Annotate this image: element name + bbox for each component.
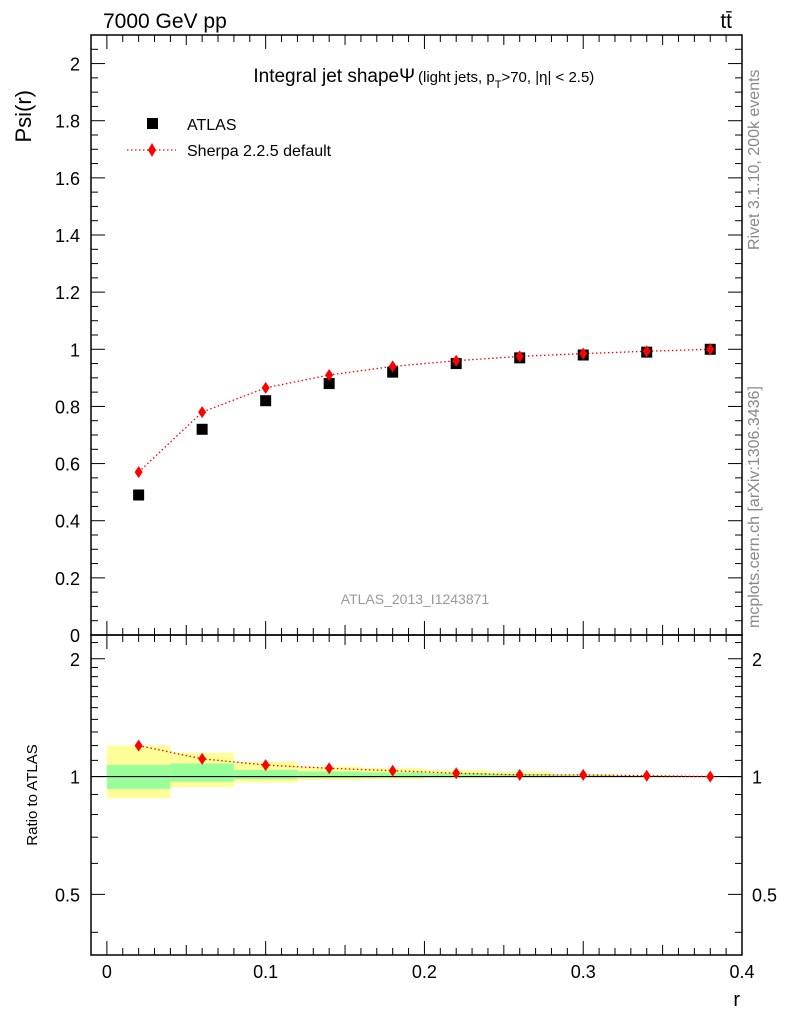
main-title: Integral jet shapeΨ	[253, 66, 415, 87]
ratio-sherpa-data-point	[325, 762, 334, 775]
ratio-y-tick-label-right: 1	[752, 768, 762, 788]
main-y-tick-label: 1.4	[55, 226, 80, 246]
ratio-sherpa-data-point	[261, 759, 270, 772]
ratio-y-axis: 0.5 0.5 1 1 2 2	[55, 642, 777, 933]
ratio-sherpa-data-point	[515, 768, 524, 781]
legend-atlas-label: ATLAS	[187, 117, 237, 134]
ratio-y-tick-label: 0.5	[55, 885, 80, 905]
mcplots-label: mcplots.cern.ch [arXiv:1306.3436]	[746, 386, 763, 628]
main-y-tick-label: 1.6	[55, 169, 80, 189]
sherpa-data-point	[134, 466, 143, 479]
main-y-tick-label: 0.8	[55, 397, 80, 417]
legend-atlas-marker	[147, 118, 158, 129]
header-energy-label: 7000 GeV pp	[103, 10, 227, 33]
ratio-x-axis: 0 0.1 0.2 0.3 0.4	[102, 635, 755, 982]
ratio-x-tick-label: 0.2	[412, 962, 437, 982]
ratio-sherpa-curve	[138, 744, 711, 778]
ratio-y-tick-label: 2	[70, 650, 80, 670]
ratio-band-green	[233, 769, 298, 780]
ratio-sherpa-data-point	[388, 764, 397, 777]
ratio-sherpa-data-point	[134, 739, 143, 752]
sherpa-data-point	[706, 343, 715, 356]
ratio-panel-frame	[90, 634, 743, 956]
rivet-version-label: Rivet 3.1.10, 200k events	[746, 69, 763, 250]
ratio-y-axis-label: Ratio to ATLAS	[24, 744, 41, 845]
main-x-axis	[106, 35, 743, 635]
main-y-tick-label: 2	[70, 55, 80, 75]
legend-sherpa-label: Sherpa 2.2.5 default	[187, 143, 332, 160]
atlas-data-point	[260, 395, 272, 407]
main-title-cuts-part2: >70, |η| < 2.5)	[501, 69, 594, 86]
ratio-x-tick-label: 0	[102, 962, 112, 982]
ratio-sherpa-data-point	[198, 752, 207, 765]
atlas-data-point	[323, 378, 335, 390]
ratio-series-layer	[134, 739, 715, 783]
legend: ATLAS Sherpa 2.2.5 default	[127, 117, 332, 160]
sherpa-data-point	[198, 406, 207, 419]
sherpa-data-point	[642, 345, 651, 358]
header-process-label: tt̄	[720, 10, 732, 33]
sherpa-data-point	[579, 347, 588, 360]
ratio-sherpa-data-point	[642, 769, 651, 782]
main-title-cuts-part1: (light jets, p	[418, 69, 495, 86]
ratio-y-tick-label-right: 0.5	[752, 885, 777, 905]
sherpa-data-point	[261, 381, 270, 394]
ratio-sherpa-data-point	[452, 767, 461, 780]
ratio-x-tick-label: 0.3	[571, 962, 596, 982]
main-y-tick-label-zero: 0	[70, 626, 80, 646]
ratio-sherpa-data-point	[706, 770, 715, 783]
main-panel: 0 0.2 0.4 0.6 0.8 1 1.2 1.4 1.6 1.8 2 Integral jet…	[11, 34, 743, 646]
main-series-layer	[133, 343, 716, 501]
sherpa-data-point	[388, 360, 397, 373]
x-axis-label: r	[733, 989, 740, 1011]
ratio-panel: 0.5 0.51 12 2 0 0.1 0.2 0.3 0.4 Ratio to ATLAS …	[24, 634, 777, 1011]
legend-sherpa-marker	[148, 143, 156, 157]
sherpa-data-point	[452, 354, 461, 367]
main-y-tick-label: 0.4	[55, 512, 80, 532]
main-title-cuts-subscript: T	[495, 79, 502, 91]
ratio-x-tick-label: 0.1	[253, 962, 278, 982]
sherpa-curve	[138, 348, 711, 473]
main-y-tick-label: 1	[70, 340, 80, 360]
analysis-label: ATLAS_2013_I1243871	[341, 591, 490, 607]
ratio-band-green	[297, 771, 361, 779]
main-y-tick-label: 0.6	[55, 455, 80, 475]
main-y-tick-label: 1.2	[55, 283, 80, 303]
atlas-data-point	[133, 489, 145, 501]
ratio-sherpa-data-point	[579, 768, 588, 781]
main-y-axis: 0 0.2 0.4 0.6 0.8 1 1.2 1.4 1.6 1.8 2	[55, 48, 742, 646]
main-title-cuts: (light jets, pT>70, |η| < 2.5)	[418, 69, 594, 91]
sherpa-data-point	[515, 350, 524, 363]
ratio-y-tick-label: 1	[70, 768, 80, 788]
ratio-y-tick-label-right: 2	[752, 650, 762, 670]
ratio-x-tick-label: 0.4	[729, 962, 754, 982]
main-y-axis-label: Psi(r)	[11, 90, 36, 143]
main-y-tick-label: 0.2	[55, 569, 80, 589]
sherpa-data-point	[325, 369, 334, 381]
main-y-tick-label: 1.8	[55, 112, 80, 132]
atlas-data-point	[196, 423, 208, 435]
ratio-band-green	[170, 763, 234, 782]
